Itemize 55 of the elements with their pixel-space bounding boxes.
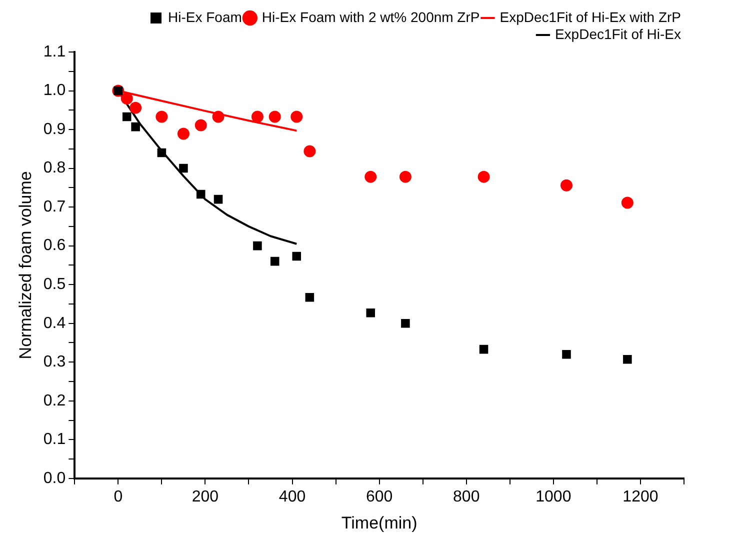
point [478, 170, 490, 183]
y-tick-label: 0.8 [43, 160, 66, 177]
y-tick-label: 1.0 [43, 82, 66, 100]
point [253, 241, 262, 250]
point [212, 110, 224, 123]
x-tick-label: 1200 [622, 488, 658, 506]
y-tick-label: 0.2 [43, 392, 66, 410]
point [194, 119, 207, 132]
point [399, 170, 412, 183]
point [623, 355, 632, 364]
x-tick-label: 0 [114, 488, 123, 506]
x-tick-label: 400 [278, 488, 306, 506]
point [156, 110, 168, 123]
y-axis-title: Normalized foam volume [16, 171, 35, 360]
y-tick-label: 0.5 [43, 276, 66, 293]
x-tick-label: 1000 [536, 488, 572, 506]
y-tick-label: 1.1 [43, 43, 66, 60]
y-tick-label: 0.4 [43, 314, 66, 332]
legend-label: Hi-Ex Foam [168, 8, 242, 25]
point [131, 122, 140, 132]
point [562, 350, 571, 359]
y-tick-label: 0.3 [43, 354, 66, 371]
point [214, 194, 223, 204]
point [130, 102, 142, 114]
point [304, 145, 316, 158]
y-tick-label: 0.7 [43, 198, 66, 216]
y-tick-label: 0.0 [43, 470, 66, 487]
point [621, 196, 634, 209]
point [305, 292, 314, 302]
point [268, 110, 281, 123]
point [401, 318, 410, 328]
x-tick-label: 800 [453, 488, 480, 506]
point [251, 110, 264, 123]
y-tick-label: 0.6 [43, 237, 66, 254]
legend-label: ExpDec1Fit of Hi-Ex with ZrP [500, 8, 682, 25]
x-tick-label: 600 [366, 488, 393, 506]
point [157, 148, 166, 158]
x-axis-title: Time(min) [341, 513, 418, 532]
point [366, 308, 376, 318]
point [290, 110, 303, 123]
point [560, 179, 572, 192]
point [364, 170, 377, 183]
point [122, 112, 132, 122]
point [270, 256, 280, 266]
legend-label: Hi-Ex Foam with 2 wt% 200nm ZrP [262, 8, 480, 25]
point [292, 252, 302, 261]
point [120, 92, 133, 105]
y-tick-label: 0.9 [43, 120, 66, 138]
point [479, 344, 488, 354]
y-tick-label: 0.1 [43, 431, 66, 448]
legend-label: ExpDec1Fit of Hi-Ex [554, 26, 682, 42]
x-tick-label: 200 [192, 488, 219, 506]
point [179, 164, 188, 173]
point [177, 128, 190, 140]
point [196, 190, 206, 199]
